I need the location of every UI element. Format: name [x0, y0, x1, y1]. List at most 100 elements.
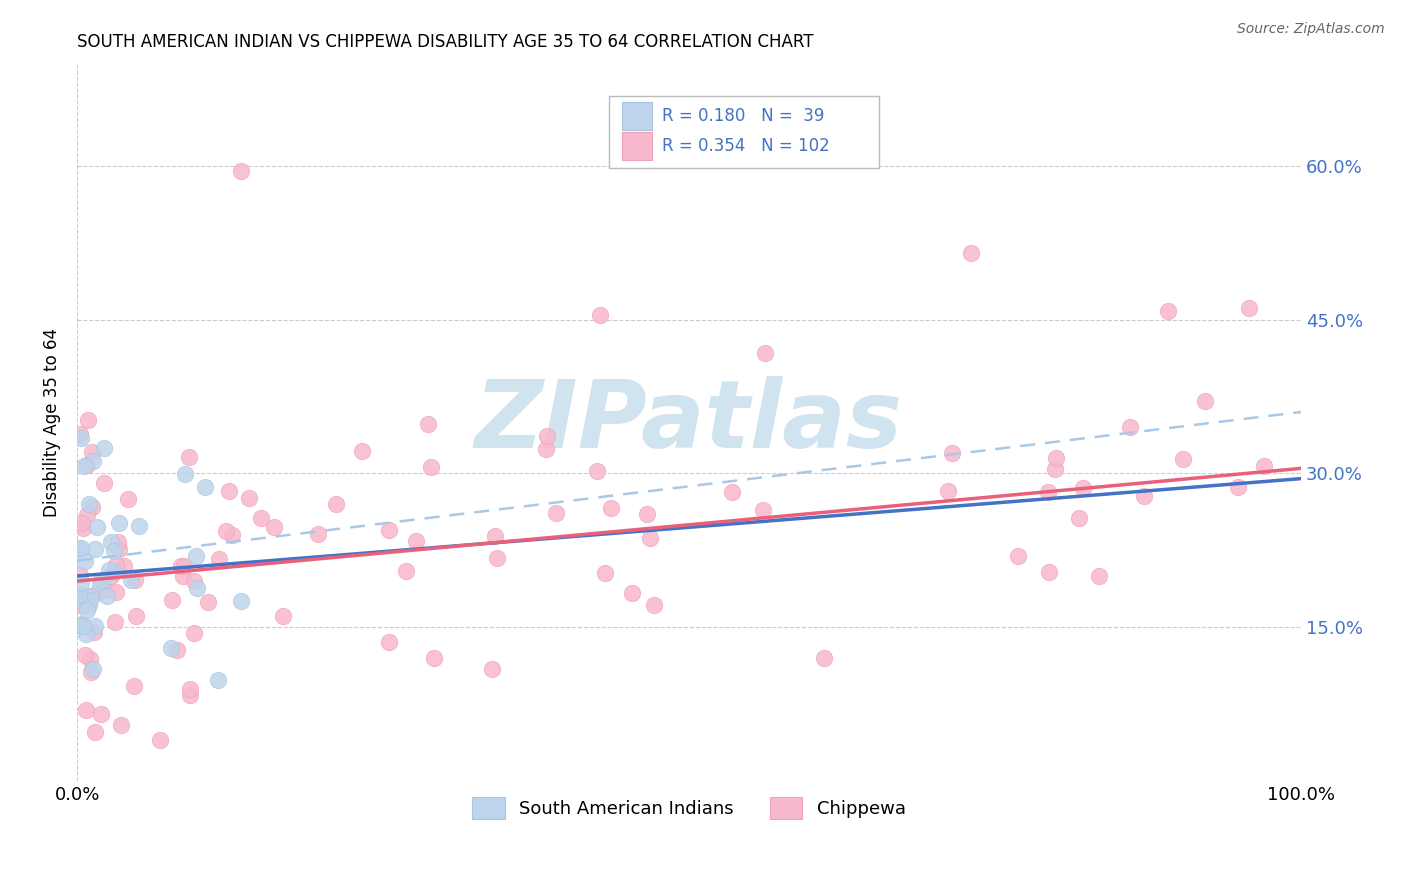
Point [82, 454, 104, 468]
Point [70, 431, 93, 445]
Point [423, 650, 446, 665]
Point [112, 559, 135, 574]
Point [218, 484, 240, 499]
Point [79, 592, 101, 607]
Point [960, 246, 983, 260]
Point [263, 520, 285, 534]
Text: R = 0.180   N =  39: R = 0.180 N = 39 [662, 107, 824, 125]
Point [377, 635, 399, 649]
Point [160, 592, 183, 607]
Point [108, 541, 131, 556]
Point [104, 558, 127, 573]
Point [754, 346, 776, 360]
Point [643, 598, 665, 612]
Point [593, 566, 616, 581]
Point [599, 500, 621, 515]
Point [1043, 461, 1066, 475]
Point [752, 503, 775, 517]
Point [1227, 479, 1250, 493]
Point [124, 679, 146, 693]
Point [229, 164, 252, 178]
Point [179, 682, 201, 697]
FancyBboxPatch shape [609, 95, 879, 168]
Point [271, 609, 294, 624]
Point [1171, 451, 1194, 466]
Point [90, 573, 112, 587]
Point [484, 529, 506, 543]
Point [173, 559, 195, 574]
Point [586, 464, 609, 478]
Point [83, 625, 105, 640]
Point [80, 665, 103, 680]
Point [103, 544, 125, 558]
Point [67, 588, 90, 602]
Point [1253, 459, 1275, 474]
Point [1007, 549, 1029, 563]
Point [1133, 489, 1156, 503]
Point [159, 640, 181, 655]
Point [80, 445, 103, 459]
Point [76, 603, 98, 617]
Point [197, 595, 219, 609]
Y-axis label: Disability Age 35 to 64: Disability Age 35 to 64 [44, 327, 60, 516]
Point [70, 617, 93, 632]
Point [416, 417, 439, 431]
Point [77, 497, 100, 511]
Point [378, 524, 401, 538]
Point [84, 725, 107, 739]
Point [76, 508, 98, 523]
Point [80, 589, 103, 603]
Point [73, 648, 96, 663]
Point [70, 575, 93, 590]
Text: ZIPatlas: ZIPatlas [475, 376, 903, 468]
Point [231, 594, 253, 608]
Point [149, 733, 172, 747]
Point [108, 516, 131, 530]
Point [221, 528, 243, 542]
Point [395, 564, 418, 578]
FancyBboxPatch shape [621, 132, 652, 161]
Point [76, 412, 98, 426]
Point [69, 427, 91, 442]
Point [1157, 304, 1180, 318]
Point [70, 516, 93, 531]
Point [83, 619, 105, 633]
Point [1038, 484, 1060, 499]
Point [125, 609, 148, 624]
Point [75, 589, 97, 603]
Point [352, 444, 374, 458]
Point [72, 618, 94, 632]
FancyBboxPatch shape [621, 102, 652, 130]
Text: R = 0.354   N = 102: R = 0.354 N = 102 [662, 137, 830, 155]
Point [69, 567, 91, 582]
Point [82, 662, 104, 676]
Point [93, 475, 115, 490]
Point [485, 550, 508, 565]
Point [405, 534, 427, 549]
Point [1237, 301, 1260, 315]
Point [172, 568, 194, 582]
Point [76, 458, 98, 472]
Point [194, 480, 217, 494]
Point [103, 566, 125, 580]
Point [79, 652, 101, 666]
Point [94, 583, 117, 598]
Point [84, 541, 107, 556]
Point [70, 541, 93, 555]
Point [90, 707, 112, 722]
Point [110, 717, 132, 731]
Point [1119, 420, 1142, 434]
Point [93, 441, 115, 455]
Point [534, 442, 557, 457]
Point [250, 510, 273, 524]
Point [86, 520, 108, 534]
Point [636, 508, 658, 522]
Point [481, 661, 503, 675]
Legend: South American Indians, Chippewa: South American Indians, Chippewa [465, 789, 912, 826]
Point [105, 585, 128, 599]
Point [177, 450, 200, 465]
Point [307, 526, 329, 541]
Text: Source: ZipAtlas.com: Source: ZipAtlas.com [1237, 22, 1385, 37]
Point [72, 521, 94, 535]
Point [166, 642, 188, 657]
